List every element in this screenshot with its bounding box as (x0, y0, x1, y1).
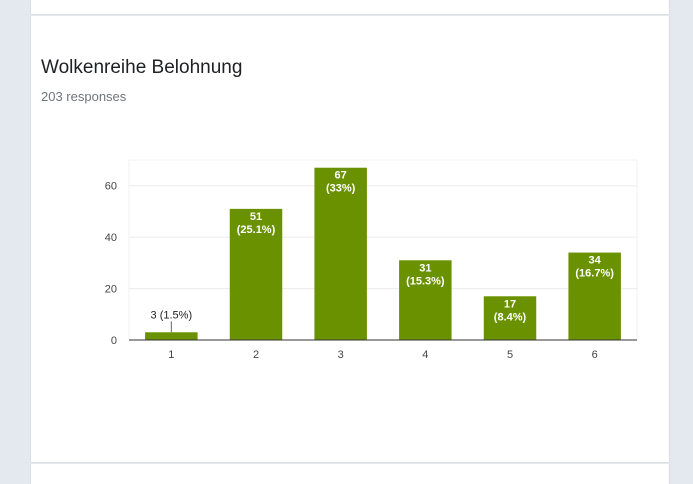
bar-data-label: (33%) (326, 183, 356, 195)
x-tick-label: 3 (338, 349, 344, 361)
bar-data-label: (25.1%) (237, 224, 276, 236)
bar (314, 167, 367, 340)
x-tick-label: 6 (592, 349, 598, 361)
bar-data-label: 17 (504, 298, 516, 310)
bar-data-label: (8.4%) (494, 311, 527, 323)
y-tick-label: 40 (105, 232, 117, 244)
bar (229, 208, 283, 340)
x-tick-label: 2 (253, 349, 259, 361)
y-tick-label: 60 (105, 181, 117, 193)
bar-data-label: 51 (250, 211, 262, 223)
x-tick-label: 1 (168, 349, 174, 361)
x-tick-label: 5 (507, 349, 513, 361)
response-count: 203 responses (41, 89, 127, 104)
bar-data-label: 67 (335, 170, 347, 182)
bar (568, 252, 621, 340)
x-tick-label: 4 (422, 349, 428, 361)
question-title: Wolkenreihe Belohnung (41, 57, 243, 78)
bar (145, 332, 198, 340)
plot-area (128, 159, 638, 341)
y-tick-label: 0 (111, 335, 117, 347)
bar-data-label: 3 (1.5%) (151, 309, 193, 321)
bar-data-label: (16.7%) (575, 268, 614, 280)
y-tick-label: 20 (105, 284, 117, 296)
previous-card (30, 0, 670, 15)
bar-data-label: 31 (419, 262, 431, 274)
bar-data-label: (15.3%) (406, 275, 445, 287)
bar-data-label: 34 (589, 255, 602, 267)
bar (399, 260, 452, 340)
bar (483, 296, 537, 340)
